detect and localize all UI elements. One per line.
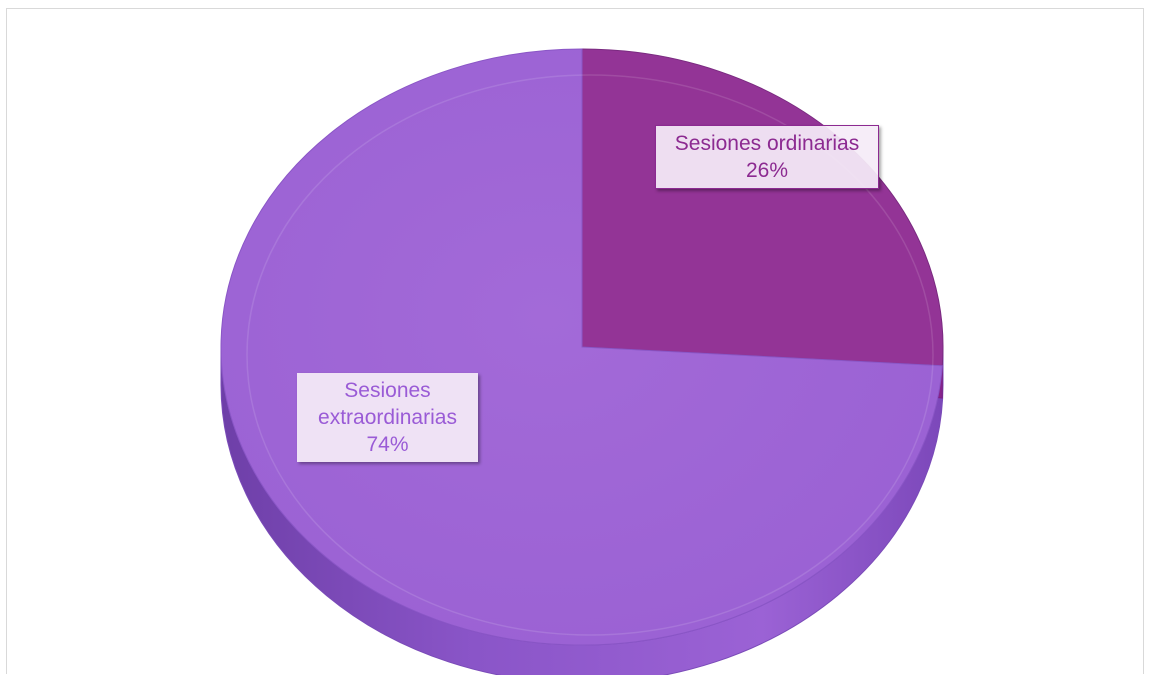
- label-ordinarias-value: 26%: [745, 159, 789, 182]
- label-extraordinarias-name-2: extraordinarias: [318, 406, 457, 429]
- label-extraordinarias-value: 74%: [366, 433, 409, 456]
- chart-area: Sesiones ordinarias 26% Sesiones extraor…: [6, 8, 1144, 675]
- data-label-sesiones-extraordinarias: Sesiones extraordinarias 74%: [297, 373, 478, 462]
- pie-slice-sesiones-ordinarias: [581, 48, 944, 367]
- pie-highlight-ring: [246, 74, 934, 636]
- label-ordinarias-name: Sesiones ordinarias: [674, 132, 860, 155]
- pie-chart: [220, 48, 944, 675]
- label-extraordinarias-name-1: Sesiones: [344, 379, 431, 402]
- pie-slice-sesiones-extraordinarias: [220, 48, 943, 646]
- data-label-sesiones-ordinarias: Sesiones ordinarias 26%: [655, 125, 879, 189]
